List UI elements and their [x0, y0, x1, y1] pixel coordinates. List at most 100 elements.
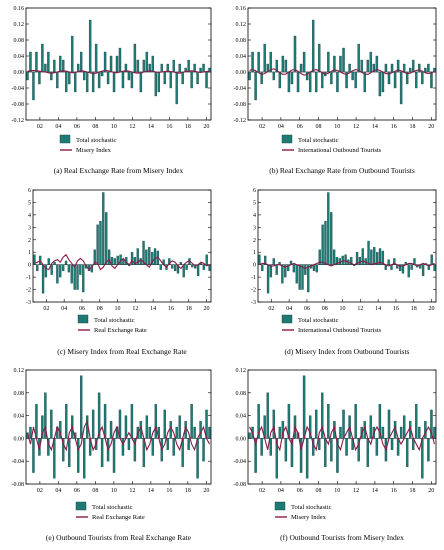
line-series	[259, 260, 435, 269]
bar-total-stochastic	[381, 71, 385, 93]
bar-total-stochastic	[166, 438, 169, 450]
bar-total-stochastic	[396, 59, 400, 73]
bar-total-stochastic	[105, 212, 108, 265]
bar-total-stochastic	[390, 63, 394, 73]
x-tick-label: 02	[37, 124, 43, 130]
bar-total-stochastic	[160, 63, 163, 73]
x-tick-label: 04	[278, 124, 284, 130]
bar-total-stochastic	[335, 257, 339, 265]
y-tick-label: 6	[28, 188, 31, 194]
bar-total-stochastic	[387, 259, 390, 265]
bar-total-stochastic	[339, 426, 342, 439]
legend-label-total: Total stochastic	[94, 317, 135, 324]
y-tick-label: -0.08	[12, 102, 25, 108]
bar-total-stochastic	[410, 264, 413, 270]
y-tick-label: 0.00	[236, 436, 247, 442]
x-tick-label: 18	[185, 488, 191, 494]
legend-label-total: Total stochastic	[76, 137, 117, 144]
bar-total-stochastic	[345, 71, 348, 89]
y-tick-label: -1	[251, 275, 256, 281]
y-tick-label: -0.12	[12, 118, 25, 124]
line-series	[249, 425, 436, 452]
bar-total-stochastic	[97, 392, 101, 439]
legend-label-series: International Outbound Tourists	[298, 327, 382, 334]
bar-total-stochastic	[82, 71, 86, 81]
bar-total-stochastic	[302, 51, 306, 73]
bar-total-stochastic	[318, 43, 321, 73]
line-series	[34, 253, 210, 271]
x-tick-label: 20	[428, 124, 434, 130]
bar-total-stochastic	[133, 438, 137, 462]
bar-total-stochastic	[47, 258, 50, 265]
y-tick-label: 0	[253, 263, 256, 269]
x-tick-label: 06	[297, 488, 303, 494]
line-series	[249, 68, 435, 76]
bar-total-stochastic	[199, 67, 202, 73]
bar-total-stochastic	[298, 264, 301, 290]
bar-total-stochastic	[176, 264, 180, 274]
x-tick-label: 12	[129, 124, 135, 130]
bar-total-stochastic	[407, 264, 410, 278]
bar-total-stochastic	[402, 415, 406, 439]
bar-total-stochastic	[409, 67, 412, 73]
bar-total-stochastic	[305, 438, 309, 479]
y-tick-label: 0.04	[236, 414, 247, 420]
x-tick-label: 18	[185, 124, 191, 130]
x-tick-label: 02	[37, 488, 43, 494]
bar-total-stochastic	[415, 404, 418, 439]
bar-total-stochastic	[199, 263, 203, 265]
bar-total-stochastic	[307, 264, 310, 293]
bar-total-stochastic	[71, 35, 74, 73]
bar-total-stochastic	[194, 264, 197, 269]
bar-total-stochastic	[32, 71, 35, 101]
bar-total-stochastic	[315, 71, 318, 93]
y-tick-label: 0.12	[236, 368, 247, 374]
bar-total-stochastic	[56, 71, 59, 89]
bar-total-stochastic	[336, 438, 339, 473]
y-tick-label: 5	[28, 200, 31, 206]
bar-total-stochastic	[424, 421, 427, 439]
y-tick-label: 0.12	[14, 22, 25, 28]
bar-total-stochastic	[315, 409, 318, 439]
x-tick-label: 04	[278, 488, 284, 494]
y-tick-label: 5	[253, 200, 256, 206]
x-tick-label: 20	[429, 306, 435, 312]
x-tick-label: 16	[168, 306, 174, 312]
bar-total-stochastic	[264, 255, 267, 265]
bar-total-stochastic	[77, 63, 80, 73]
bar-total-stochastic	[29, 51, 32, 73]
bar-total-stochastic	[430, 71, 433, 89]
bar-total-stochastic	[263, 43, 266, 73]
bar-total-stochastic	[272, 409, 275, 439]
bar-total-stochastic	[342, 47, 345, 73]
bar-total-stochastic	[172, 438, 175, 456]
bar-total-stochastic	[124, 415, 128, 439]
y-tick-label: 4	[253, 213, 256, 219]
bar-total-stochastic	[393, 258, 396, 265]
bar-total-stochastic	[61, 264, 65, 272]
bar-total-stochastic	[202, 264, 205, 270]
chart-panel-e: 0.12 0.08 0.04 0.00 -0.04 -0.08 02 04 06 08 10 12 14…	[12, 368, 212, 542]
bar-total-stochastic	[88, 19, 92, 73]
bar-total-stochastic	[109, 421, 113, 439]
legend-label-series: Real Exchange Rate	[94, 327, 147, 334]
bar-total-stochastic	[421, 71, 424, 85]
bar-total-stochastic	[290, 71, 294, 85]
bar-total-stochastic	[321, 224, 324, 265]
legend-swatch-bar	[274, 501, 286, 511]
bar-total-stochastic	[133, 43, 137, 73]
bar-total-stochastic	[130, 252, 134, 265]
bar-total-stochastic	[272, 258, 275, 265]
bar-total-stochastic	[41, 43, 44, 73]
bar-total-stochastic	[401, 264, 405, 274]
legend-swatch-bar	[75, 501, 87, 511]
x-tick-label: 04	[55, 488, 61, 494]
panel-caption: (f) Outbound Tourists from Misery Index	[280, 533, 404, 542]
bar-total-stochastic	[179, 262, 183, 265]
bar-total-stochastic	[35, 404, 38, 439]
bar-total-stochastic	[427, 264, 430, 270]
y-tick-label: -0.08	[12, 482, 25, 488]
x-tick-label: 10	[111, 488, 117, 494]
y-tick-label: 0.04	[236, 54, 247, 60]
